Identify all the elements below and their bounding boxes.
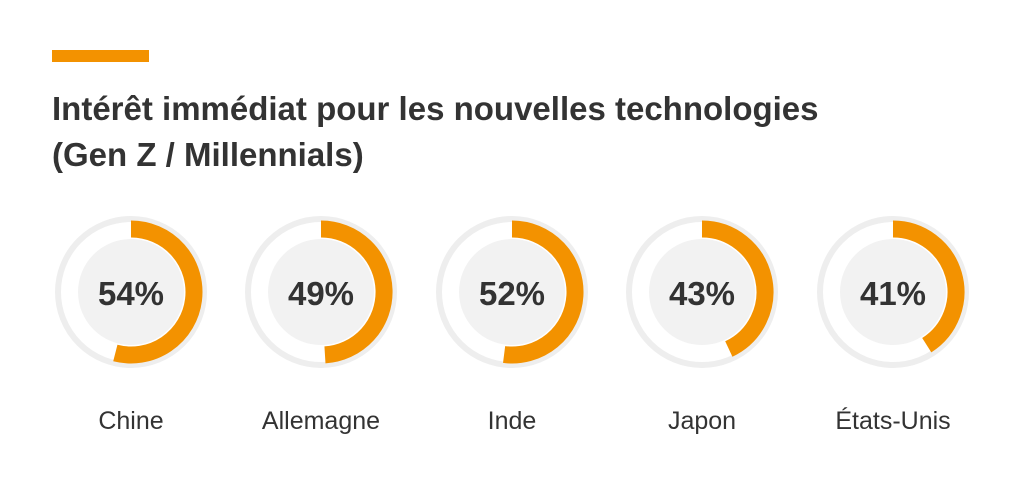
donut-inner-disc xyxy=(840,239,946,345)
donut-track xyxy=(817,216,969,368)
donut-category-label: Japon xyxy=(667,407,737,435)
donut-category-label: Allemagne xyxy=(261,407,381,435)
donut-2: 49% Allemagne xyxy=(236,212,406,442)
donut-value-label: 54% xyxy=(97,275,165,312)
donut-value-label: 41% xyxy=(859,275,927,312)
donut-ring xyxy=(434,214,590,370)
donut-arc xyxy=(320,220,393,364)
donut-track xyxy=(626,216,778,368)
donut-ring xyxy=(53,214,209,370)
chart-title-line-1: Intérêt immédiat pour les nouvelles tech… xyxy=(52,90,819,127)
donut-track xyxy=(55,216,207,368)
donut-track xyxy=(245,216,397,368)
donut-value-label: 52% xyxy=(478,275,546,312)
donut-inner-disc xyxy=(459,239,565,345)
donut-category-label: Inde xyxy=(487,407,537,435)
donut-value-label: 43% xyxy=(668,275,736,312)
accent-bar xyxy=(52,50,149,62)
donut-3: 52% Inde xyxy=(427,212,597,442)
donut-inner-disc xyxy=(78,239,184,345)
donut-value-label: 49% xyxy=(287,275,355,312)
donut-track xyxy=(436,216,588,368)
donut-ring xyxy=(815,214,971,370)
chart-title-line-2: (Gen Z / Millennials) xyxy=(52,136,364,173)
chart-title: Intérêt immédiat pour les nouvelles tech… xyxy=(52,86,992,178)
donut-arc xyxy=(701,220,774,357)
donut-category-label: Chine xyxy=(98,407,164,435)
donut-inner-disc xyxy=(268,239,374,345)
donut-arc xyxy=(113,220,203,364)
donut-5: 41% États-Unis xyxy=(808,212,978,442)
donut-inner-disc xyxy=(649,239,755,345)
donut-4: 43% Japon xyxy=(617,212,787,442)
donut-arc xyxy=(503,220,584,364)
donut-chart-row: 54% Chine 49% Allemagne 52% Inde 43% Japon 41% Ét… xyxy=(0,212,1024,462)
donut-arc xyxy=(892,220,965,353)
donut-category-label: États-Unis xyxy=(835,407,951,435)
donut-ring xyxy=(243,214,399,370)
donut-ring xyxy=(624,214,780,370)
donut-1: 54% Chine xyxy=(46,212,216,442)
